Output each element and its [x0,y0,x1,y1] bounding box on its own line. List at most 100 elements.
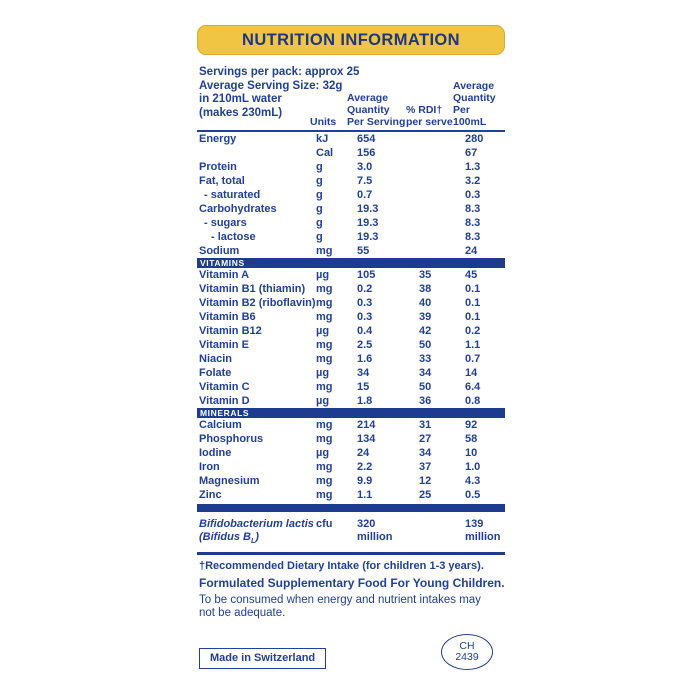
cell-per-100ml: 8.3 [465,231,481,243]
cell-rdi: 39 [419,311,432,323]
cell-unit: mg [316,489,333,501]
cell-per-100ml: 0.1 [465,283,481,295]
cell-per-100ml: 8.3 [465,217,481,229]
cell-per-100ml: 0.1 [465,311,481,323]
cell-label: Vitamin C [199,381,250,393]
cell-label: - lactose [211,231,256,243]
cell-label: Folate [199,367,232,379]
table-row: Vitamin C mg 15 50 6.4 [197,380,505,394]
cell-unit: µg [316,447,330,459]
table-row: Vitamin B12 µg 0.4 42 0.2 [197,324,505,338]
cell-unit: g [316,217,323,229]
nutrition-information-banner: NUTRITION INFORMATION [197,25,505,55]
cell-per-serving: 134 [357,433,376,445]
probiotic-row: Bifidobacterium lactis (Bifidus BL) cfu … [197,516,505,548]
cell-unit: mg [316,419,333,431]
cell-unit: Cal [316,147,334,159]
approval-number: 2439 [455,651,479,664]
footnote-rdi: †Recommended Dietary Intake (for childre… [199,560,484,573]
table-row: Iodine µg 24 34 10 [197,446,505,460]
table-row: Vitamin E mg 2.5 50 1.1 [197,338,505,352]
cell-unit: mg [316,475,333,487]
column-header-per-100ml: Average Quantity Per 100mL [453,80,496,128]
cell-per-100ml: 0.8 [465,395,481,407]
cell-per-100ml: 1.3 [465,161,481,173]
cell-per-serving: 3.0 [357,161,373,173]
approval-oval: CH 2439 [441,634,493,671]
cell-unit: mg [316,311,333,323]
cell-per-100ml: 24 [465,245,478,257]
cell-label: - sugars [204,217,247,229]
table-row: Vitamin B1 (thiamin) mg 0.2 38 0.1 [197,282,505,296]
table-row: Zinc mg 1.1 25 0.5 [197,488,505,502]
table-row: - lactose g 19.3 8.3 [197,230,505,244]
table-row: Protein g 3.0 1.3 [197,160,505,174]
cell-label: Calcium [199,419,242,431]
nutrition-label: NUTRITION INFORMATION Servings per pack:… [197,25,505,696]
cell-per-serving: 9.9 [357,475,373,487]
cell-rdi: 38 [419,283,432,295]
footnote-formulated: Formulated Supplementary Food For Young … [199,576,505,591]
cell-label: Vitamin B2 (riboflavin) [199,297,316,309]
cell-per-serving: 320 million [357,518,393,543]
cell-per-serving: 15 [357,381,370,393]
column-header-per-serving: Average Quantity Per Serving [347,92,406,128]
cell-label: Sodium [199,245,240,257]
cell-rdi: 42 [419,325,432,337]
cell-per-100ml: 14 [465,367,478,379]
table-row: Fat, total g 7.5 3.2 [197,174,505,188]
cell-rdi: 36 [419,395,432,407]
cell-rdi: 33 [419,353,432,365]
cell-label: Niacin [199,353,233,365]
cell-per-100ml: 139 million [465,518,501,543]
cell-per-serving: 0.4 [357,325,373,337]
cell-label: Carbohydrates [199,203,277,215]
cell-rdi: 27 [419,433,432,445]
cell-unit: µg [316,325,330,337]
table-row: Energy kJ 654 280 [197,132,505,146]
cell-per-100ml: 67 [465,147,478,159]
cell-label: Vitamin B1 (thiamin) [199,283,306,295]
cell-label: Vitamin B6 [199,311,256,323]
cell-per-100ml: 6.4 [465,381,481,393]
cell-per-serving: 1.6 [357,353,373,365]
table-row: Vitamin A µg 105 35 45 [197,268,505,282]
cell-per-serving: 24 [357,447,370,459]
table-row: Phosphorus mg 134 27 58 [197,432,505,446]
made-in-box: Made in Switzerland [199,648,327,670]
cell-per-100ml: 280 [465,133,484,145]
footnote-consumption: To be consumed when energy and nutrient … [199,594,481,620]
table-row: Carbohydrates g 19.3 8.3 [197,202,505,216]
cell-unit: mg [316,381,333,393]
cell-per-serving: 19.3 [357,231,379,243]
cell-per-serving: 105 [357,269,376,281]
cell-label: Iodine [199,447,232,459]
table-row: Vitamin D µg 1.8 36 0.8 [197,394,505,408]
probiotic-name-line1: Bifidobacterium lactis [199,518,314,530]
cell-rdi: 34 [419,447,432,459]
cell-per-serving: 34 [357,367,370,379]
cell-unit: kJ [316,133,329,145]
cell-per-100ml: 58 [465,433,478,445]
cell-per-100ml: 92 [465,419,478,431]
cell-label: Vitamin A [199,269,250,281]
header-rule [197,130,505,132]
cell-unit: mg [316,283,333,295]
cell-per-100ml: 0.7 [465,353,481,365]
cell-unit: g [316,189,323,201]
cell-rdi: 12 [419,475,432,487]
table-row: Vitamin B2 (riboflavin) mg 0.3 40 0.1 [197,296,505,310]
cell-per-100ml: 3.2 [465,175,481,187]
table-row: Calcium mg 214 31 92 [197,418,505,432]
cell-label: Energy [199,133,237,145]
cell-per-100ml: 8.3 [465,203,481,215]
probiotic-name-subscript: L [250,538,256,546]
cell-label: - saturated [204,189,261,201]
cell-rdi: 34 [419,367,432,379]
cell-per-100ml: 0.5 [465,489,481,501]
cell-per-serving: 156 [357,147,376,159]
panel-title: NUTRITION INFORMATION [242,30,460,49]
thick-divider-bar [197,504,505,512]
cell-rdi: 40 [419,297,432,309]
table-row: Sodium mg 55 24 [197,244,505,258]
